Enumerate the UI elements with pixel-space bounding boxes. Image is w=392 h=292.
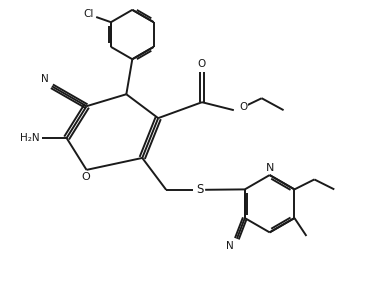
Text: N: N bbox=[226, 241, 234, 251]
Text: N: N bbox=[41, 74, 49, 84]
Text: S: S bbox=[196, 183, 204, 196]
Text: O: O bbox=[198, 59, 206, 69]
Text: N: N bbox=[265, 163, 274, 173]
Text: O: O bbox=[240, 102, 248, 112]
Text: Cl: Cl bbox=[84, 9, 94, 19]
Text: O: O bbox=[81, 172, 90, 182]
Text: H₂N: H₂N bbox=[20, 133, 40, 143]
